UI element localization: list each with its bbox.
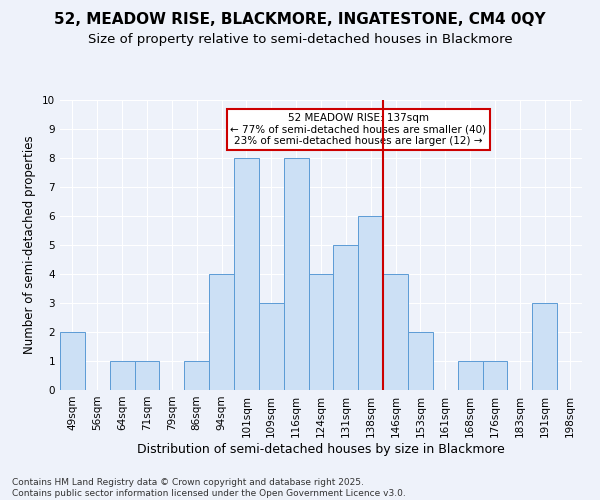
Bar — [358, 216, 383, 390]
Bar — [383, 274, 408, 390]
Bar — [308, 274, 334, 390]
Bar — [284, 158, 308, 390]
Text: Contains HM Land Registry data © Crown copyright and database right 2025.
Contai: Contains HM Land Registry data © Crown c… — [12, 478, 406, 498]
Bar — [209, 274, 234, 390]
Bar — [184, 361, 209, 390]
Bar — [334, 245, 358, 390]
Bar — [482, 361, 508, 390]
Bar — [408, 332, 433, 390]
Text: Size of property relative to semi-detached houses in Blackmore: Size of property relative to semi-detach… — [88, 32, 512, 46]
Bar — [532, 303, 557, 390]
Text: 52 MEADOW RISE: 137sqm
← 77% of semi-detached houses are smaller (40)
23% of sem: 52 MEADOW RISE: 137sqm ← 77% of semi-det… — [230, 113, 487, 146]
Bar — [259, 303, 284, 390]
X-axis label: Distribution of semi-detached houses by size in Blackmore: Distribution of semi-detached houses by … — [137, 442, 505, 456]
Bar — [60, 332, 85, 390]
Bar — [110, 361, 134, 390]
Bar — [458, 361, 482, 390]
Bar — [134, 361, 160, 390]
Text: 52, MEADOW RISE, BLACKMORE, INGATESTONE, CM4 0QY: 52, MEADOW RISE, BLACKMORE, INGATESTONE,… — [54, 12, 546, 28]
Bar — [234, 158, 259, 390]
Y-axis label: Number of semi-detached properties: Number of semi-detached properties — [23, 136, 37, 354]
